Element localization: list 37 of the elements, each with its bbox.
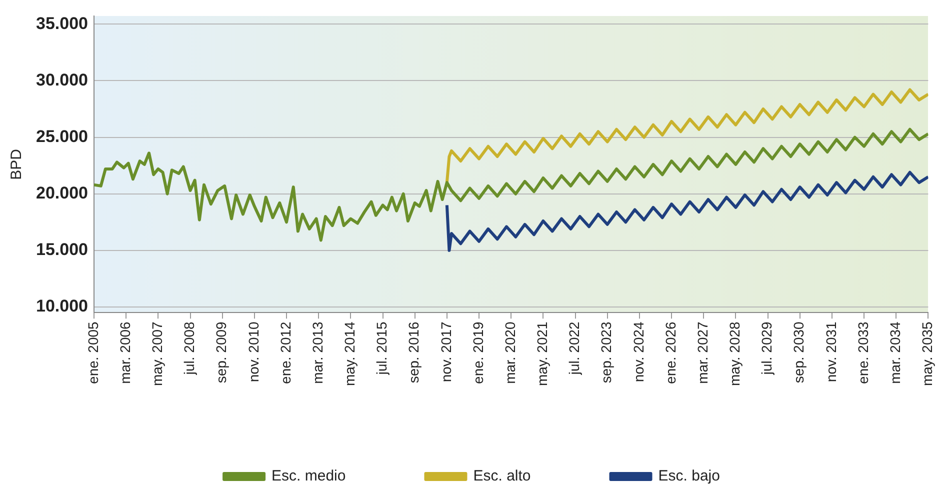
x-tick-label: may. 2028 (726, 321, 743, 386)
y-tick-label: 15.000 (36, 240, 88, 260)
y-tick-label: 25.000 (36, 126, 88, 146)
x-tick-label: ene. 2026 (662, 321, 678, 384)
x-tick-label: sep. 2023 (598, 321, 614, 384)
legend-label: Esc. medio (272, 468, 346, 485)
x-tick-label: ene. 2033 (854, 321, 871, 384)
x-tick-label: nov. 2024 (630, 321, 646, 382)
x-tick-label: mar. 2027 (694, 321, 710, 384)
legend-label: Esc. bajo (658, 468, 720, 485)
x-tick-label: nov. 2017 (438, 321, 454, 382)
x-tick-label: mar. 2013 (309, 321, 326, 384)
y-tick-label: 35.000 (36, 14, 88, 33)
x-tick-label: ene. 2012 (277, 321, 294, 384)
x-tick-label: may. 2007 (149, 321, 166, 386)
y-tick-label: 30.000 (36, 70, 88, 90)
x-tick-label: mar. 2034 (886, 321, 903, 384)
y-tick-label: 20.000 (36, 184, 88, 203)
x-tick-label: mar. 2006 (116, 321, 133, 384)
x-tick-label: may. 2014 (342, 321, 358, 386)
x-tick-label: jul. 2029 (758, 321, 775, 376)
x-tick-label: mar. 2020 (502, 321, 518, 384)
x-tick-label: jul. 2008 (181, 321, 198, 376)
x-tick-label: sep. 2016 (406, 321, 422, 384)
y-axis-title: BPD (8, 148, 26, 180)
legend-label: Esc. alto (473, 468, 531, 485)
x-tick-label: ene. 2019 (470, 321, 486, 384)
x-tick-label: jul. 2015 (374, 321, 390, 376)
x-tick-label: nov. 2031 (822, 321, 839, 382)
x-tick-label: ene. 2005 (84, 321, 101, 384)
x-tick-label: sep. 2009 (213, 321, 230, 384)
x-tick-label: sep. 2030 (790, 321, 807, 384)
y-tick-label: 10.000 (36, 296, 88, 316)
x-tick-label: nov. 2010 (245, 321, 262, 382)
x-tick-label: may. 2035 (919, 321, 936, 386)
x-tick-label: may. 2021 (534, 321, 550, 386)
x-tick-label: jul. 2022 (566, 321, 582, 376)
